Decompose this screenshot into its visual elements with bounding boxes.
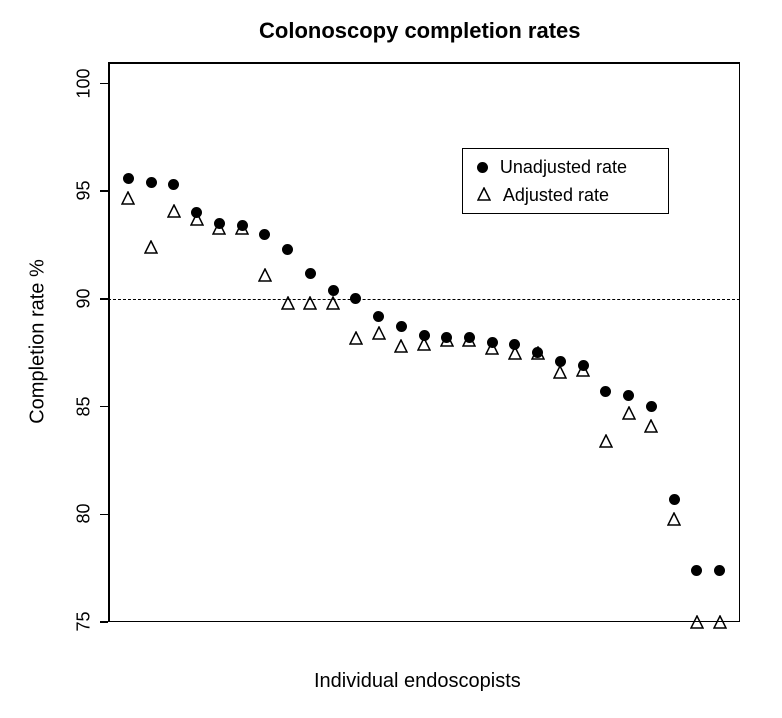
point-unadjusted bbox=[350, 293, 361, 304]
point-unadjusted bbox=[419, 330, 430, 341]
y-axis-label: Completion rate % bbox=[27, 242, 50, 442]
y-tick-label: 95 bbox=[74, 171, 95, 211]
point-adjusted bbox=[349, 331, 363, 345]
legend-label: Unadjusted rate bbox=[500, 157, 627, 178]
point-unadjusted bbox=[237, 220, 248, 231]
legend: Unadjusted rate Adjusted rate bbox=[462, 148, 669, 214]
y-tick-label: 80 bbox=[74, 494, 95, 534]
point-unadjusted bbox=[646, 401, 657, 412]
point-adjusted bbox=[372, 326, 386, 340]
y-tick bbox=[100, 298, 108, 300]
point-adjusted bbox=[121, 191, 135, 205]
y-tick bbox=[100, 514, 108, 516]
plot-area bbox=[108, 62, 740, 622]
legend-entry: Unadjusted rate bbox=[477, 157, 627, 178]
point-unadjusted bbox=[396, 321, 407, 332]
point-adjusted bbox=[599, 434, 613, 448]
y-tick bbox=[100, 621, 108, 623]
y-tick-label: 90 bbox=[74, 278, 95, 318]
y-tick-label: 85 bbox=[74, 386, 95, 426]
point-unadjusted bbox=[714, 565, 725, 576]
point-adjusted bbox=[167, 204, 181, 218]
legend-marker-triangle-icon bbox=[477, 185, 491, 206]
point-adjusted bbox=[258, 268, 272, 282]
point-adjusted bbox=[281, 296, 295, 310]
legend-label: Adjusted rate bbox=[503, 185, 609, 206]
legend-entry: Adjusted rate bbox=[477, 185, 609, 206]
y-tick bbox=[100, 190, 108, 192]
plot-border-right bbox=[739, 62, 741, 622]
point-adjusted bbox=[394, 339, 408, 353]
plot-border-bottom bbox=[108, 621, 740, 623]
plot-border-left bbox=[108, 62, 110, 622]
point-unadjusted bbox=[691, 565, 702, 576]
plot-border-top bbox=[108, 62, 740, 64]
point-adjusted bbox=[713, 615, 727, 629]
point-adjusted bbox=[326, 296, 340, 310]
point-unadjusted bbox=[328, 285, 339, 296]
point-adjusted bbox=[553, 365, 567, 379]
y-tick-label: 75 bbox=[74, 602, 95, 642]
point-unadjusted bbox=[555, 356, 566, 367]
point-adjusted bbox=[144, 240, 158, 254]
point-unadjusted bbox=[578, 360, 589, 371]
x-axis-label: Individual endoscopists bbox=[314, 670, 521, 693]
point-adjusted bbox=[303, 296, 317, 310]
point-unadjusted bbox=[623, 390, 634, 401]
legend-marker-circle-icon bbox=[477, 162, 488, 173]
y-tick bbox=[100, 406, 108, 408]
point-unadjusted bbox=[168, 179, 179, 190]
point-unadjusted bbox=[373, 311, 384, 322]
point-adjusted bbox=[667, 512, 681, 526]
chart-title: Colonoscopy completion rates bbox=[259, 18, 581, 44]
y-tick bbox=[100, 83, 108, 85]
y-tick-label: 100 bbox=[74, 63, 95, 103]
point-unadjusted bbox=[214, 218, 225, 229]
point-unadjusted bbox=[487, 337, 498, 348]
point-adjusted bbox=[690, 615, 704, 629]
point-unadjusted bbox=[146, 177, 157, 188]
point-unadjusted bbox=[282, 244, 293, 255]
point-unadjusted bbox=[669, 494, 680, 505]
point-unadjusted bbox=[305, 268, 316, 279]
point-unadjusted bbox=[123, 173, 134, 184]
chart-container: Colonoscopy completion rates Completion … bbox=[0, 0, 782, 718]
reference-line bbox=[108, 299, 740, 300]
point-unadjusted bbox=[259, 229, 270, 240]
point-adjusted bbox=[644, 419, 658, 433]
point-adjusted bbox=[622, 406, 636, 420]
point-unadjusted bbox=[600, 386, 611, 397]
